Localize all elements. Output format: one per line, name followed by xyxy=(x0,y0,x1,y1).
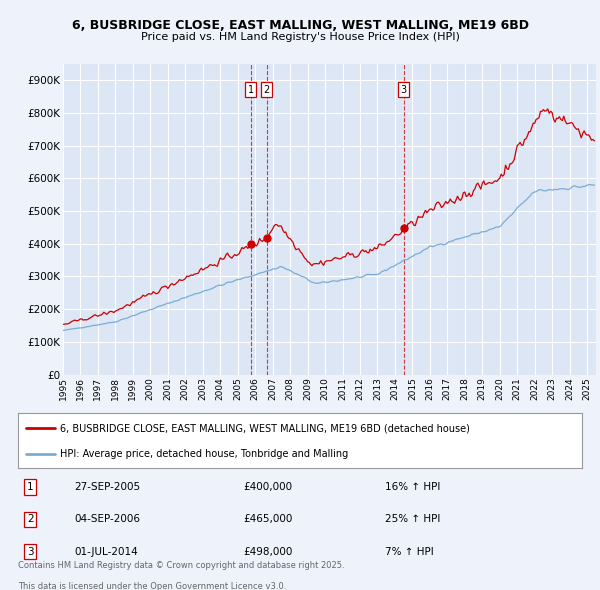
Text: £465,000: £465,000 xyxy=(244,514,293,525)
Text: 27-SEP-2005: 27-SEP-2005 xyxy=(74,482,140,492)
Text: 6, BUSBRIDGE CLOSE, EAST MALLING, WEST MALLING, ME19 6BD (detached house): 6, BUSBRIDGE CLOSE, EAST MALLING, WEST M… xyxy=(60,424,470,434)
Text: HPI: Average price, detached house, Tonbridge and Malling: HPI: Average price, detached house, Tonb… xyxy=(60,449,349,459)
Text: 3: 3 xyxy=(401,85,407,95)
Text: 2: 2 xyxy=(27,514,34,525)
Text: 3: 3 xyxy=(27,547,34,557)
Text: 1: 1 xyxy=(248,85,254,95)
Text: This data is licensed under the Open Government Licence v3.0.: This data is licensed under the Open Gov… xyxy=(18,582,286,590)
Text: £498,000: £498,000 xyxy=(244,547,293,557)
Text: £400,000: £400,000 xyxy=(244,482,293,492)
Text: 16% ↑ HPI: 16% ↑ HPI xyxy=(385,482,440,492)
Text: 25% ↑ HPI: 25% ↑ HPI xyxy=(385,514,440,525)
Text: 1: 1 xyxy=(27,482,34,492)
Text: 2: 2 xyxy=(264,85,270,95)
Text: 6, BUSBRIDGE CLOSE, EAST MALLING, WEST MALLING, ME19 6BD: 6, BUSBRIDGE CLOSE, EAST MALLING, WEST M… xyxy=(71,19,529,32)
Text: Price paid vs. HM Land Registry's House Price Index (HPI): Price paid vs. HM Land Registry's House … xyxy=(140,32,460,42)
Text: 04-SEP-2006: 04-SEP-2006 xyxy=(74,514,140,525)
Text: Contains HM Land Registry data © Crown copyright and database right 2025.: Contains HM Land Registry data © Crown c… xyxy=(18,561,344,570)
Text: 01-JUL-2014: 01-JUL-2014 xyxy=(74,547,138,557)
Text: 7% ↑ HPI: 7% ↑ HPI xyxy=(385,547,433,557)
